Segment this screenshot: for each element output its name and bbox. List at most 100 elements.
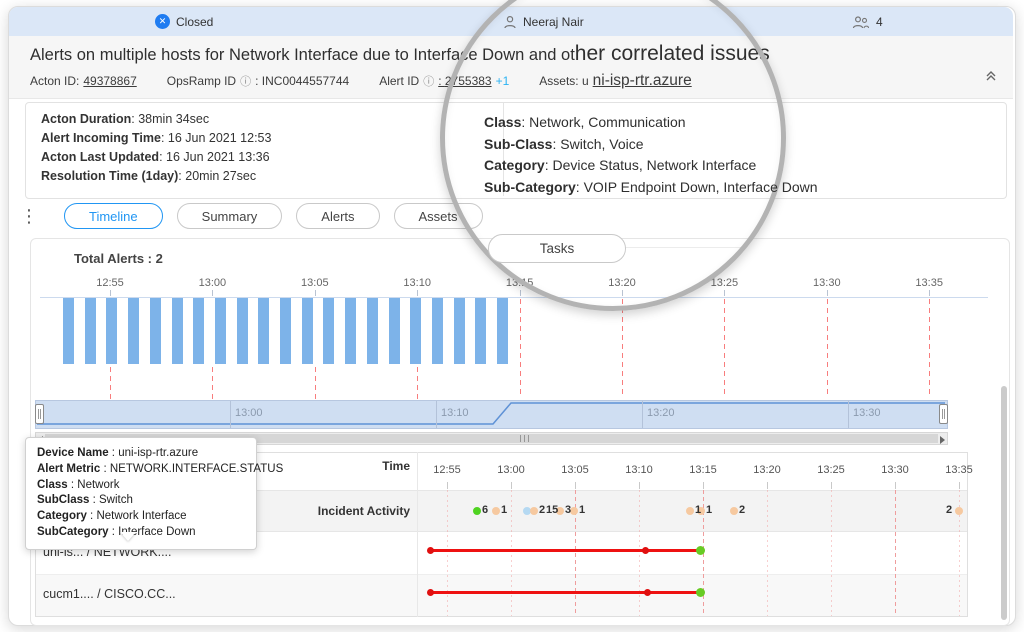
magnified-card-edge	[580, 247, 742, 248]
detail-value: 16 Jun 2021 12:53	[167, 131, 272, 145]
alert-bar[interactable]	[128, 298, 140, 364]
detail-row: Acton Duration38min 34sec	[41, 112, 209, 126]
time-range-slider[interactable]	[35, 400, 948, 429]
alert-id-value[interactable]: 2755383	[438, 74, 492, 88]
alert-dot[interactable]	[427, 589, 434, 596]
alert-bar[interactable]	[193, 298, 205, 364]
alert-bar[interactable]	[410, 298, 422, 364]
more-options-menu[interactable]: ⋮	[20, 206, 38, 226]
info-icon[interactable]: ⓘ	[423, 76, 435, 88]
tooltip-value: Switch	[99, 494, 133, 507]
acton-id-value[interactable]: 49378867	[83, 74, 137, 88]
status-badge[interactable]: ✕ Closed	[155, 7, 213, 36]
participant-count: 4	[876, 14, 883, 29]
class-value: VOIP Endpoint Down, Interface Down	[583, 178, 818, 195]
activity-dot[interactable]	[570, 507, 578, 515]
alert-bar[interactable]	[106, 298, 118, 364]
activity-dot[interactable]	[697, 507, 705, 515]
detail-value: 38min 34sec	[138, 112, 210, 126]
incident-activity-label: Incident Activity	[317, 504, 410, 518]
alert-bar[interactable]	[475, 298, 487, 364]
tab-bar: Timeline Summary Alerts Assets	[64, 203, 483, 229]
tooltip-label: Class	[37, 479, 77, 491]
alert-bar[interactable]	[258, 298, 270, 364]
details-divider	[503, 103, 504, 196]
detail-label: Acton Last Updated	[41, 150, 166, 164]
activity-dot[interactable]	[955, 507, 963, 515]
alert-id-label: Alert ID	[379, 74, 420, 88]
detail-value: 20min 27sec	[185, 169, 257, 183]
assets-value[interactable]: ni-isp-rtr.azure	[592, 72, 692, 89]
alert-bar[interactable]	[171, 298, 183, 364]
tooltip-row: Alert MetricNETWORK.INTERFACE.STATUS	[37, 462, 283, 478]
tooltip-label: Category	[37, 510, 96, 522]
slider-right-handle[interactable]	[939, 404, 948, 424]
alert-bar[interactable]	[214, 298, 226, 364]
activity-dot[interactable]	[523, 507, 531, 515]
alert-bar[interactable]	[84, 298, 96, 364]
time-column-header: Time	[382, 459, 410, 473]
scrollbar-grip	[524, 435, 525, 442]
resolved-dot[interactable]	[696, 546, 705, 555]
alert-bar[interactable]	[323, 298, 335, 364]
device-row-label[interactable]: cucm1.... / CISCO.CC...	[43, 587, 176, 601]
detail-row: Acton Last Updated16 Jun 2021 13:36	[41, 150, 270, 164]
alert-bar[interactable]	[236, 298, 248, 364]
alert-bar[interactable]	[63, 298, 74, 364]
tooltip-value: uni-isp-rtr.azure	[118, 447, 199, 459]
alert-bar[interactable]	[366, 298, 378, 364]
closed-status-icon: ✕	[155, 14, 170, 29]
scrollbar-thumb[interactable]	[45, 434, 938, 443]
tab-assets[interactable]: Assets	[393, 203, 483, 229]
alert-bar[interactable]	[301, 298, 313, 364]
activity-dot[interactable]	[492, 507, 500, 515]
assignee-name: Neeraj Nair	[523, 14, 584, 29]
alert-bar[interactable]	[431, 298, 443, 364]
tab-tasks[interactable]: Tasks	[488, 234, 626, 263]
device-tooltip: Device Nameuni-isp-rtr.azure Alert Metri…	[25, 437, 283, 550]
alert-bar[interactable]	[149, 298, 161, 364]
activity-dot[interactable]	[473, 507, 481, 515]
alert-timeline[interactable]	[430, 549, 700, 552]
activity-dot[interactable]	[730, 507, 738, 515]
activity-dot[interactable]	[556, 507, 564, 515]
activity-dot[interactable]	[686, 507, 694, 515]
activity-dot[interactable]	[530, 507, 538, 515]
vertical-scrollbar[interactable]	[1001, 386, 1007, 620]
total-alerts-label: Total Alerts : 2	[74, 251, 163, 266]
alert-bar[interactable]	[345, 298, 357, 364]
alert-bar[interactable]	[497, 298, 508, 364]
class-value: Network, Communication	[529, 114, 686, 130]
participants[interactable]: 4	[852, 7, 883, 36]
classification-block: ClassNetwork, Communication Sub-ClassSwi…	[484, 112, 818, 198]
tooltip-row: SubCategoryInterface Down	[37, 525, 245, 541]
tooltip-arrow	[120, 532, 136, 541]
chart-axis-line	[40, 297, 988, 298]
info-icon[interactable]: ⓘ	[240, 76, 252, 88]
alert-dot[interactable]	[427, 547, 434, 554]
alert-timeline[interactable]	[430, 591, 700, 594]
tooltip-value: NETWORK.INTERFACE.STATUS	[109, 462, 284, 475]
tab-alerts[interactable]: Alerts	[296, 203, 380, 229]
tooltip-label: Device Name	[37, 447, 118, 459]
tab-summary[interactable]: Summary	[176, 203, 283, 229]
alert-bar[interactable]	[388, 298, 400, 364]
title-text-magnified: her correlated issues	[574, 42, 770, 65]
alert-bar[interactable]	[280, 298, 291, 364]
alert-bar[interactable]	[453, 298, 465, 364]
alert-dot[interactable]	[644, 589, 651, 596]
slider-left-handle[interactable]	[35, 404, 44, 424]
collapse-panel-button[interactable]	[984, 68, 1002, 86]
tooltip-row: CategoryNetwork Interface	[37, 509, 245, 525]
scroll-right-arrow[interactable]	[940, 436, 945, 444]
status-label: Closed	[176, 14, 214, 29]
tab-timeline[interactable]: Timeline	[64, 203, 163, 229]
resolved-dot[interactable]	[696, 588, 705, 597]
alert-dot[interactable]	[642, 547, 649, 554]
detail-row: Alert Incoming Time16 Jun 2021 12:53	[41, 131, 271, 145]
assignee[interactable]: Neeraj Nair	[503, 7, 584, 36]
status-bar: ✕ Closed Neeraj Nair 4	[9, 7, 1013, 36]
meta-row: Acton ID: 49378867 OpsRamp ID ⓘ INC00445…	[30, 72, 692, 94]
alert-id-more[interactable]: +1	[495, 74, 510, 88]
tooltip-label: SubClass	[37, 494, 99, 506]
